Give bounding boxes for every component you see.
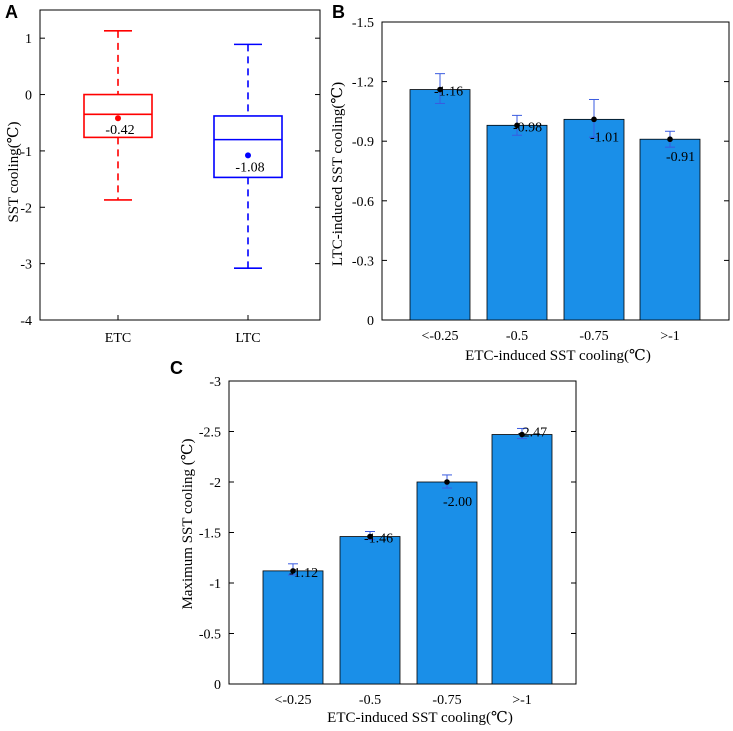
panel-c-value-label: -2.00 [443, 495, 472, 510]
panel-b-xtick-label: <-0.25 [421, 329, 458, 344]
panel-b-ytick-label: -1.2 [352, 76, 374, 91]
panel-c-xtick-label: -0.75 [432, 693, 461, 708]
panel-b-mean-marker [437, 86, 443, 93]
panel-b-mean-marker [667, 136, 673, 143]
panel-c-letter: C [170, 358, 183, 378]
panel-a-box [83, 93, 153, 139]
panel-a-mean-label: -1.08 [235, 160, 264, 175]
panel-b-xtick-label: -0.5 [506, 329, 528, 344]
panel-a-letter: A [5, 2, 18, 22]
panel-b-barchart: LTC-induced SST cooling(℃) ETC-induced S… [330, 16, 730, 364]
panel-a-ytick-label: 0 [25, 89, 32, 104]
panel-b-bar [409, 89, 471, 321]
panel-c-value-label: -1.46 [364, 532, 393, 547]
panel-b-mean-marker [591, 116, 597, 123]
panel-b-value-label: -1.16 [434, 85, 463, 100]
panel-a-ytick-label: -1 [20, 145, 32, 160]
panel-c-ytick-label: -0.5 [199, 628, 221, 643]
panel-a-xtick-label: LTC [235, 331, 260, 346]
panel-c-ytick-label: -1.5 [199, 527, 221, 542]
panel-c-ytick-label: -1 [209, 577, 221, 592]
panel-c-bar [416, 481, 478, 685]
panel-a-frame [39, 9, 321, 321]
panel-b-bar [486, 124, 548, 321]
panel-c-mean-marker [519, 431, 525, 438]
panel-c-ylabel: Maximum SST cooling (℃) [180, 438, 196, 609]
panel-c-bar [339, 536, 401, 685]
panel-b-bar [563, 118, 625, 321]
panel-a-xtick-label: ETC [105, 331, 131, 346]
panel-a-ytick-label: -3 [20, 258, 32, 273]
panel-c-ytick-label: -3 [209, 375, 221, 390]
panel-a-ytick-label: 1 [25, 32, 32, 47]
panel-b-ytick-label: -0.3 [352, 254, 374, 269]
panel-c-xtick-label: <-0.25 [274, 693, 311, 708]
panel-a-boxplot: SST cooling(℃) -4 -3 -2 -1 0 1 -0.42 ETC -1.08 LT… [6, 9, 321, 346]
panel-a-ytick-label: -2 [20, 201, 32, 216]
panel-b-xtick-label: >-1 [660, 329, 680, 344]
panel-b-value-label: -0.98 [513, 120, 542, 135]
panel-c-ytick-label: -2 [209, 476, 221, 491]
panel-a-mean-marker [245, 152, 251, 159]
panel-b-ytick-label: -1.5 [352, 16, 374, 31]
panel-a-box [213, 115, 283, 179]
panel-c-barchart: Maximum SST cooling (℃) ETC-induced SST … [180, 375, 577, 726]
panel-b-bar [639, 138, 701, 321]
panel-b-xtick-label: -0.75 [579, 329, 608, 344]
panel-b-ytick-label: 0 [367, 314, 374, 329]
panel-c-ytick-label: -2.5 [199, 426, 221, 441]
panel-b-ytick-label: -0.6 [352, 195, 374, 210]
panel-b-ytick-label: -0.9 [352, 135, 374, 150]
panel-b-value-label: -1.01 [590, 130, 619, 145]
panel-c-mean-marker [444, 479, 450, 485]
panel-c-ytick-label: 0 [214, 678, 221, 693]
panel-b-mean-marker [514, 122, 520, 129]
panel-a-ytick-label: -4 [20, 314, 32, 329]
panel-c-xlabel: ETC-induced SST cooling(℃) [327, 710, 513, 726]
panel-b-value-label: -0.91 [666, 150, 695, 165]
panel-b-frame [381, 21, 730, 321]
panel-b-ylabel: LTC-induced SST cooling(℃) [330, 82, 346, 266]
panel-c-mean-marker [290, 568, 296, 574]
panel-c-value-label: -2.47 [518, 426, 547, 441]
panel-c-mean-marker [367, 533, 373, 540]
panel-c-value-label: -1.12 [289, 566, 318, 581]
panel-a-mean-label: -0.42 [105, 123, 134, 138]
panel-c-bar [262, 570, 324, 685]
panel-c-xtick-label: -0.5 [359, 693, 381, 708]
panel-a-ylabel: SST cooling(℃) [6, 121, 22, 222]
panel-c-xtick-label: >-1 [512, 693, 532, 708]
panel-c-bar [491, 434, 553, 685]
panel-b-xlabel: ETC-induced SST cooling(℃) [465, 348, 651, 364]
panel-a-mean-marker [115, 115, 121, 122]
panel-b-letter: B [332, 2, 345, 22]
